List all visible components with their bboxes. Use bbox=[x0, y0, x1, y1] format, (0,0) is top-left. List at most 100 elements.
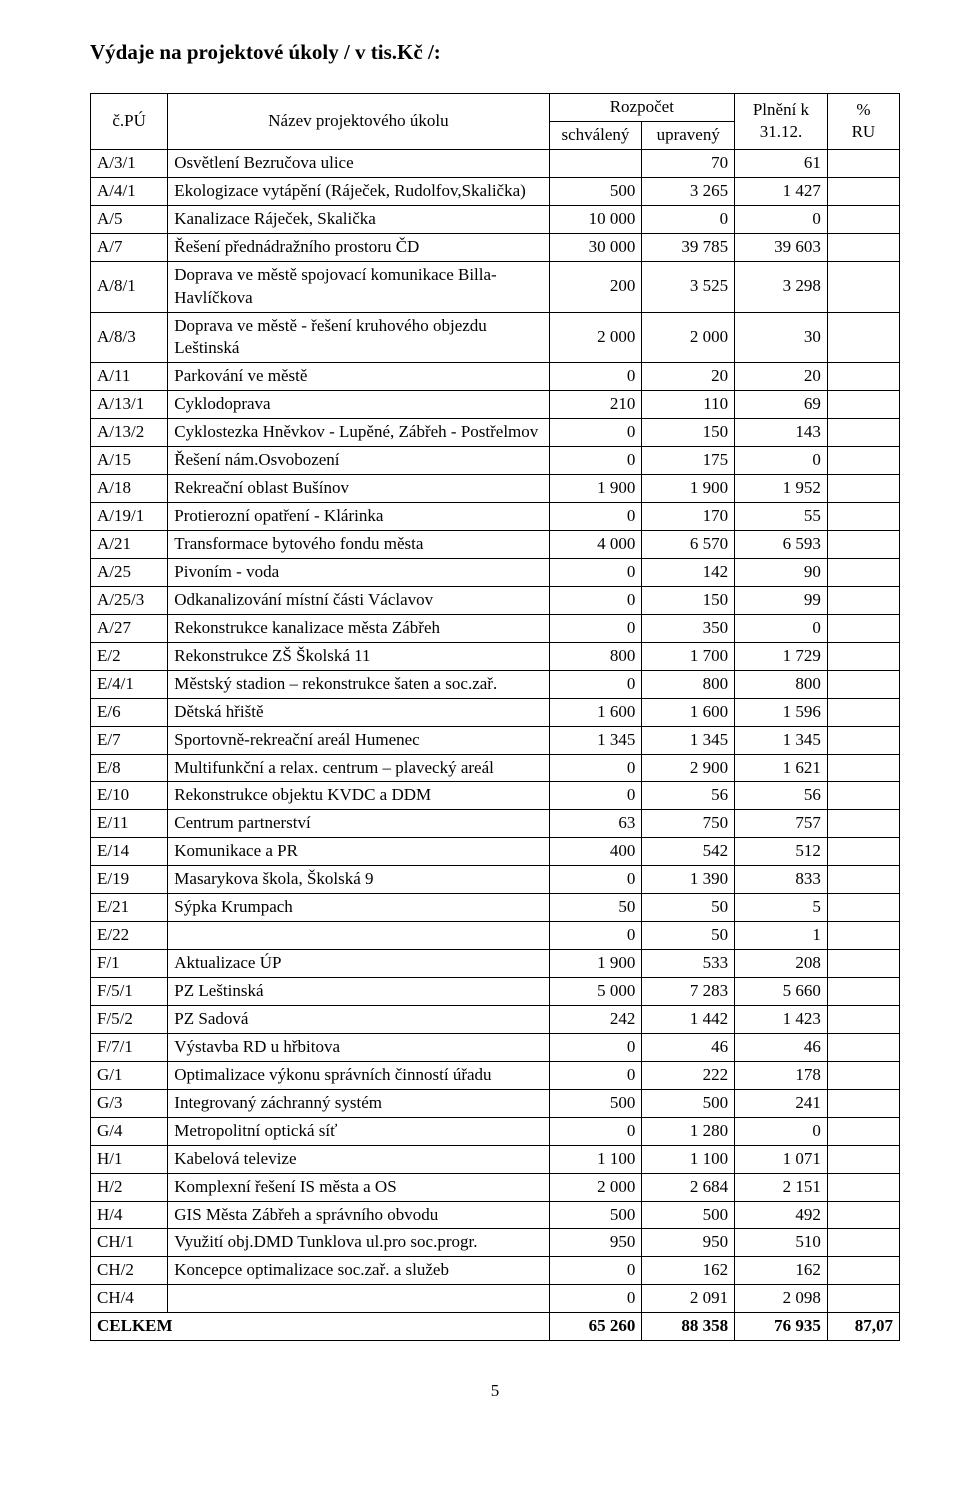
cell-upr: 500 bbox=[642, 1201, 735, 1229]
cell-ru bbox=[827, 1201, 899, 1229]
cell-schv: 950 bbox=[549, 1229, 642, 1257]
cell-ru bbox=[827, 205, 899, 233]
table-row: A/13/1Cyklodoprava21011069 bbox=[91, 391, 900, 419]
cell-ru bbox=[827, 391, 899, 419]
cell-upr: 1 442 bbox=[642, 1005, 735, 1033]
total-label: CELKEM bbox=[91, 1313, 550, 1341]
cell-code: A/21 bbox=[91, 531, 168, 559]
cell-schv: 1 100 bbox=[549, 1145, 642, 1173]
cell-pln: 5 bbox=[735, 894, 828, 922]
table-row: E/14Komunikace a PR400542512 bbox=[91, 838, 900, 866]
cell-schv: 0 bbox=[549, 586, 642, 614]
table-row: E/19Masarykova škola, Školská 901 390833 bbox=[91, 866, 900, 894]
cell-ru bbox=[827, 586, 899, 614]
cell-name: Odkanalizování místní části Václavov bbox=[168, 586, 549, 614]
table-row: H/4GIS Města Zábřeh a správního obvodu50… bbox=[91, 1201, 900, 1229]
table-row: F/5/1PZ Leštinská5 0007 2835 660 bbox=[91, 978, 900, 1006]
cell-name: Optimalizace výkonu správních činností ú… bbox=[168, 1061, 549, 1089]
cell-upr: 542 bbox=[642, 838, 735, 866]
cell-code: F/7/1 bbox=[91, 1033, 168, 1061]
cell-code: A/15 bbox=[91, 447, 168, 475]
cell-upr: 950 bbox=[642, 1229, 735, 1257]
cell-upr: 150 bbox=[642, 586, 735, 614]
cell-name: Koncepce optimalizace soc.zař. a služeb bbox=[168, 1257, 549, 1285]
cell-pln: 512 bbox=[735, 838, 828, 866]
cell-schv: 0 bbox=[549, 1257, 642, 1285]
cell-schv: 0 bbox=[549, 419, 642, 447]
total-row: CELKEM65 26088 35876 93587,07 bbox=[91, 1313, 900, 1341]
table-row: G/3Integrovaný záchranný systém500500241 bbox=[91, 1089, 900, 1117]
cell-name: Rekonstrukce kanalizace města Zábřeh bbox=[168, 614, 549, 642]
cell-upr: 3 265 bbox=[642, 177, 735, 205]
cell-code: A/4/1 bbox=[91, 177, 168, 205]
cell-name: Kabelová televize bbox=[168, 1145, 549, 1173]
table-row: A/15Řešení nám.Osvobození01750 bbox=[91, 447, 900, 475]
cell-schv: 0 bbox=[549, 363, 642, 391]
cell-pln: 90 bbox=[735, 558, 828, 586]
page-title: Výdaje na projektové úkoly / v tis.Kč /: bbox=[90, 40, 900, 65]
cell-upr: 1 700 bbox=[642, 642, 735, 670]
table-row: A/25/3Odkanalizování místní části Václav… bbox=[91, 586, 900, 614]
cell-name: Cyklostezka Hněvkov - Lupěné, Zábřeh - P… bbox=[168, 419, 549, 447]
cell-schv: 400 bbox=[549, 838, 642, 866]
cell-upr: 6 570 bbox=[642, 531, 735, 559]
cell-schv: 1 900 bbox=[549, 475, 642, 503]
cell-code: CH/2 bbox=[91, 1257, 168, 1285]
cell-schv: 5 000 bbox=[549, 978, 642, 1006]
cell-pln: 3 298 bbox=[735, 261, 828, 312]
cell-ru bbox=[827, 642, 899, 670]
cell-code: F/5/1 bbox=[91, 978, 168, 1006]
cell-name: Využití obj.DMD Tunklova ul.pro soc.prog… bbox=[168, 1229, 549, 1257]
table-row: F/7/1Výstavba RD u hřbitova04646 bbox=[91, 1033, 900, 1061]
cell-pln: 1 729 bbox=[735, 642, 828, 670]
cell-upr: 1 345 bbox=[642, 726, 735, 754]
cell-code: CH/1 bbox=[91, 1229, 168, 1257]
table-row: A/8/3Doprava ve městě - řešení kruhového… bbox=[91, 312, 900, 363]
cell-name: GIS Města Zábřeh a správního obvodu bbox=[168, 1201, 549, 1229]
cell-ru bbox=[827, 503, 899, 531]
cell-ru bbox=[827, 1061, 899, 1089]
cell-ru bbox=[827, 1145, 899, 1173]
cell-pln: 0 bbox=[735, 447, 828, 475]
cell-pln: 757 bbox=[735, 810, 828, 838]
cell-schv: 1 345 bbox=[549, 726, 642, 754]
cell-code: A/8/1 bbox=[91, 261, 168, 312]
cell-schv: 800 bbox=[549, 642, 642, 670]
cell-upr: 7 283 bbox=[642, 978, 735, 1006]
cell-pln: 1 345 bbox=[735, 726, 828, 754]
cell-ru bbox=[827, 670, 899, 698]
cell-code: A/7 bbox=[91, 233, 168, 261]
cell-name: Výstavba RD u hřbitova bbox=[168, 1033, 549, 1061]
cell-schv: 50 bbox=[549, 894, 642, 922]
cell-name: Masarykova škola, Školská 9 bbox=[168, 866, 549, 894]
cell-code: E/7 bbox=[91, 726, 168, 754]
cell-schv: 0 bbox=[549, 866, 642, 894]
cell-upr: 2 000 bbox=[642, 312, 735, 363]
col-header-code: č.PÚ bbox=[91, 94, 168, 150]
table-row: A/5Kanalizace Ráječek, Skalička10 00000 bbox=[91, 205, 900, 233]
cell-pln: 39 603 bbox=[735, 233, 828, 261]
cell-schv bbox=[549, 149, 642, 177]
cell-schv: 500 bbox=[549, 177, 642, 205]
cell-code: A/13/2 bbox=[91, 419, 168, 447]
cell-code: G/3 bbox=[91, 1089, 168, 1117]
cell-ru bbox=[827, 614, 899, 642]
cell-code: E/14 bbox=[91, 838, 168, 866]
table-row: E/10Rekonstrukce objektu KVDC a DDM05656 bbox=[91, 782, 900, 810]
cell-code: E/6 bbox=[91, 698, 168, 726]
cell-ru bbox=[827, 531, 899, 559]
cell-name: Komunikace a PR bbox=[168, 838, 549, 866]
cell-schv: 0 bbox=[549, 782, 642, 810]
cell-pln: 0 bbox=[735, 1117, 828, 1145]
table-row: F/5/2PZ Sadová2421 4421 423 bbox=[91, 1005, 900, 1033]
cell-code: A/5 bbox=[91, 205, 168, 233]
cell-code: G/4 bbox=[91, 1117, 168, 1145]
cell-pln: 178 bbox=[735, 1061, 828, 1089]
cell-ru bbox=[827, 177, 899, 205]
cell-name: Doprava ve městě spojovací komunikace Bi… bbox=[168, 261, 549, 312]
table-row: A/3/1Osvětlení Bezručova ulice7061 bbox=[91, 149, 900, 177]
cell-schv: 4 000 bbox=[549, 531, 642, 559]
cell-ru bbox=[827, 1089, 899, 1117]
cell-name: Rekonstrukce objektu KVDC a DDM bbox=[168, 782, 549, 810]
cell-ru bbox=[827, 149, 899, 177]
